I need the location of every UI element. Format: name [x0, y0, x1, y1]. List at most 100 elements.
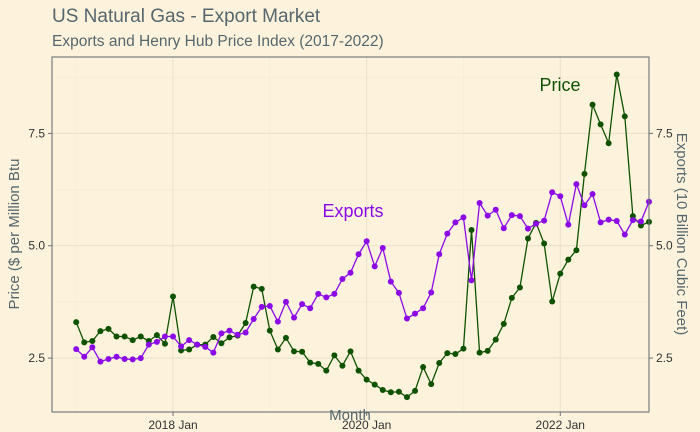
x-tick-label: 2022 Jan — [536, 418, 585, 432]
data-point-exports — [242, 329, 249, 336]
data-point-exports — [266, 302, 273, 309]
data-point-price — [468, 227, 475, 234]
data-point-price — [581, 170, 588, 177]
data-point-exports — [613, 218, 620, 225]
data-point-exports — [492, 206, 499, 213]
y-right-tick-label: 7.5 — [656, 126, 673, 140]
data-point-price — [339, 362, 346, 369]
data-point-price — [444, 350, 451, 357]
annotation-price: Price — [539, 75, 580, 95]
data-point-exports — [597, 219, 604, 226]
data-point-exports — [218, 330, 225, 337]
data-point-exports — [484, 212, 491, 219]
data-point-price — [621, 113, 628, 120]
data-point-price — [242, 320, 249, 327]
data-point-exports — [428, 289, 435, 296]
data-point-exports — [282, 298, 289, 305]
data-point-price — [170, 293, 177, 300]
data-point-exports — [541, 217, 548, 224]
data-point-exports — [533, 220, 540, 227]
data-point-exports — [476, 200, 483, 207]
data-point-price — [331, 352, 338, 359]
data-point-exports — [621, 231, 628, 238]
data-point-exports — [153, 338, 160, 345]
chart-subtitle: Exports and Henry Hub Price Index (2017-… — [52, 33, 384, 50]
data-point-exports — [444, 230, 451, 237]
data-point-exports — [452, 219, 459, 226]
y-left-tick-label: 2.5 — [28, 351, 45, 365]
data-point-exports — [605, 216, 612, 223]
x-axis-title: Month — [329, 407, 371, 424]
data-point-exports — [355, 251, 362, 258]
data-point-price — [363, 376, 370, 383]
data-point-price — [323, 367, 330, 374]
data-point-price — [573, 247, 580, 254]
data-point-exports — [549, 189, 556, 196]
data-point-exports — [573, 181, 580, 188]
data-point-exports — [371, 263, 378, 270]
data-point-price — [258, 285, 265, 292]
x-tick-label: 2020 Jan — [342, 418, 391, 432]
data-point-exports — [81, 353, 88, 360]
data-point-price — [315, 360, 322, 367]
data-point-price — [274, 346, 281, 353]
data-point-price — [113, 333, 120, 340]
data-point-exports — [412, 310, 419, 317]
data-point-exports — [113, 353, 120, 360]
data-point-price — [299, 348, 306, 355]
data-point-price — [73, 319, 80, 326]
data-point-exports — [387, 278, 394, 285]
data-point-price — [597, 121, 604, 128]
data-point-price — [129, 337, 136, 344]
data-point-exports — [508, 212, 515, 219]
data-point-price — [476, 349, 483, 356]
data-point-price — [186, 346, 193, 353]
data-point-price — [436, 360, 443, 367]
data-point-exports — [557, 193, 564, 200]
data-point-exports — [379, 244, 386, 251]
y-axis-left-title: Price ($ per Million Btu — [6, 159, 23, 310]
x-tick-label: 2018 Jan — [148, 418, 197, 432]
data-point-price — [137, 333, 144, 340]
data-point-price — [291, 348, 298, 355]
data-point-price — [266, 327, 273, 334]
data-point-price — [153, 332, 160, 339]
data-point-exports — [339, 275, 346, 282]
data-point-price — [250, 283, 257, 290]
data-point-exports — [347, 269, 354, 276]
data-point-price — [355, 367, 362, 374]
data-point-exports — [97, 358, 104, 365]
data-point-price — [428, 381, 435, 388]
data-point-exports — [307, 305, 314, 312]
y-axis-right-title: Exports (10 Billion Cubic Feet) — [673, 133, 690, 336]
data-point-price — [508, 294, 515, 301]
series-line-price — [75, 73, 650, 398]
data-point-price — [307, 359, 314, 366]
data-point-exports — [524, 225, 531, 232]
data-point-exports — [161, 333, 168, 340]
data-point-price — [347, 348, 354, 355]
data-point-exports — [129, 356, 136, 363]
data-point-price — [492, 336, 499, 343]
data-point-exports — [403, 315, 410, 322]
data-point-price — [452, 351, 459, 358]
grid — [52, 57, 649, 412]
data-point-price — [403, 394, 410, 401]
y-right-tick-label: 2.5 — [656, 351, 673, 365]
data-point-price — [371, 381, 378, 388]
data-point-exports — [436, 251, 443, 258]
data-point-exports — [274, 318, 281, 325]
data-point-price — [565, 256, 572, 263]
data-point-exports — [589, 191, 596, 198]
data-point-price — [379, 386, 386, 393]
data-point-price — [420, 364, 427, 371]
data-point-exports — [210, 349, 217, 356]
data-point-price — [613, 71, 620, 78]
data-point-price — [105, 325, 112, 332]
data-point-price — [484, 347, 491, 354]
data-point-price — [589, 101, 596, 108]
data-point-price — [516, 284, 523, 291]
data-point-exports — [460, 214, 467, 221]
